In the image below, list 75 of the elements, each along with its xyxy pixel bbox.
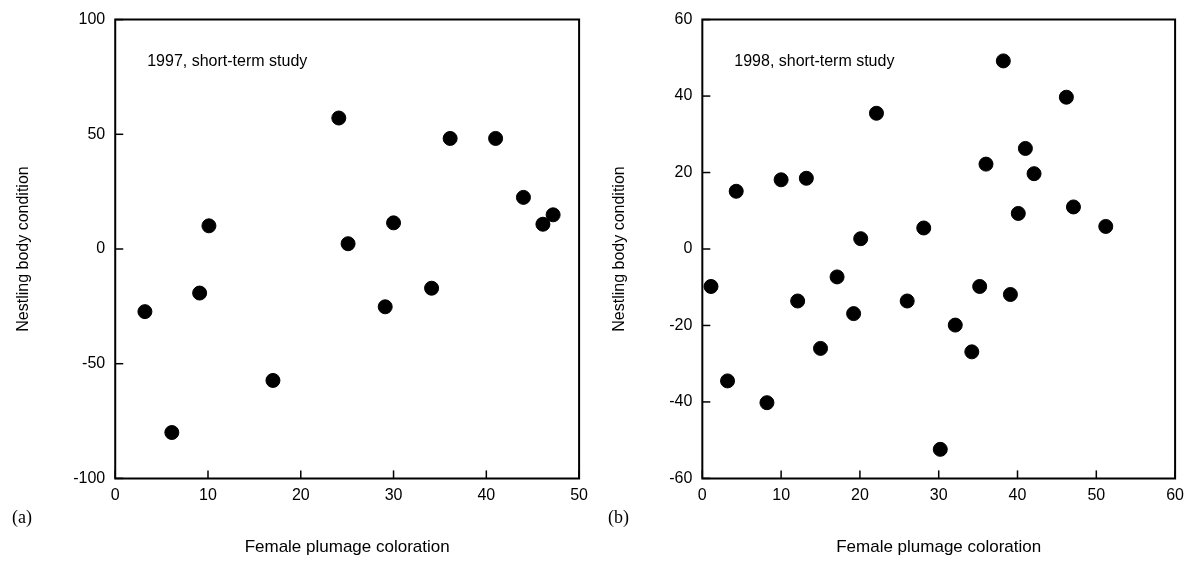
point <box>1017 140 1033 156</box>
x-tick-label: 60 <box>1166 486 1185 504</box>
text: 1998, short-term study <box>734 52 895 70</box>
x-tick-label: 20 <box>851 486 869 504</box>
x-tick-label: 10 <box>199 486 217 504</box>
y-tick-label: -100 <box>73 468 106 486</box>
x-axis-title: Female plumage coloration <box>244 537 450 557</box>
text: (a) <box>12 507 32 529</box>
point <box>1010 205 1026 221</box>
y-axis-title: Nestling body condition <box>14 166 32 332</box>
point <box>720 373 736 389</box>
x-tick-label: 20 <box>291 486 310 504</box>
point <box>899 293 915 309</box>
point <box>442 130 458 146</box>
y-tick-label: 50 <box>87 124 106 142</box>
point <box>759 395 775 411</box>
x-axis-title: Female plumage coloration <box>836 537 1042 557</box>
point <box>1026 166 1042 182</box>
point <box>995 53 1011 69</box>
point <box>798 170 814 186</box>
point <box>535 216 551 232</box>
x-tick-label: 10 <box>772 486 791 504</box>
x-tick-label: 0 <box>110 486 120 504</box>
point <box>1065 199 1081 215</box>
point <box>972 278 988 294</box>
y-tick-label: 40 <box>674 86 693 104</box>
x-tick-label: 40 <box>477 486 496 504</box>
point <box>201 218 217 234</box>
point <box>790 293 806 309</box>
text: 1997, short-term study <box>147 52 308 70</box>
point <box>728 183 744 199</box>
point <box>868 105 884 121</box>
y-tick-label: -20 <box>669 315 693 333</box>
y-tick-label: 20 <box>674 162 693 180</box>
y-tick-label: 0 <box>96 239 106 257</box>
x-tick-label: 50 <box>1087 486 1106 504</box>
y-tick-label: -50 <box>82 354 106 372</box>
point <box>932 441 948 457</box>
point <box>377 299 393 315</box>
point <box>853 231 869 247</box>
point <box>829 269 845 285</box>
y-tick-label: 0 <box>683 239 693 257</box>
point <box>703 278 719 294</box>
point <box>340 236 356 252</box>
x-tick-label: 30 <box>384 486 403 504</box>
point <box>488 130 504 146</box>
x-tick-label: 0 <box>697 486 707 504</box>
point <box>137 304 153 320</box>
point <box>916 220 932 236</box>
x-tick-label: 50 <box>570 486 589 504</box>
point <box>978 156 994 172</box>
point <box>1058 89 1074 105</box>
y-tick-label: 100 <box>78 10 106 28</box>
point <box>515 189 531 205</box>
point <box>813 340 829 356</box>
point <box>1098 218 1114 234</box>
point <box>846 306 862 322</box>
y-axis-title: Nestling body condition <box>610 166 628 332</box>
y-tick-label: -60 <box>669 468 693 486</box>
point <box>1002 287 1018 302</box>
point <box>265 372 281 388</box>
point <box>192 285 208 301</box>
point <box>331 110 347 126</box>
point <box>545 207 561 223</box>
point <box>964 344 980 360</box>
point <box>386 215 402 231</box>
y-tick-label: -40 <box>669 392 693 410</box>
point <box>947 317 963 333</box>
y-tick-label: 60 <box>674 10 693 28</box>
x-tick-label: 30 <box>929 486 948 504</box>
point <box>424 280 440 296</box>
x-tick-label: 40 <box>1008 486 1027 504</box>
text: (b) <box>608 507 629 529</box>
point <box>773 172 789 188</box>
point <box>164 425 180 441</box>
